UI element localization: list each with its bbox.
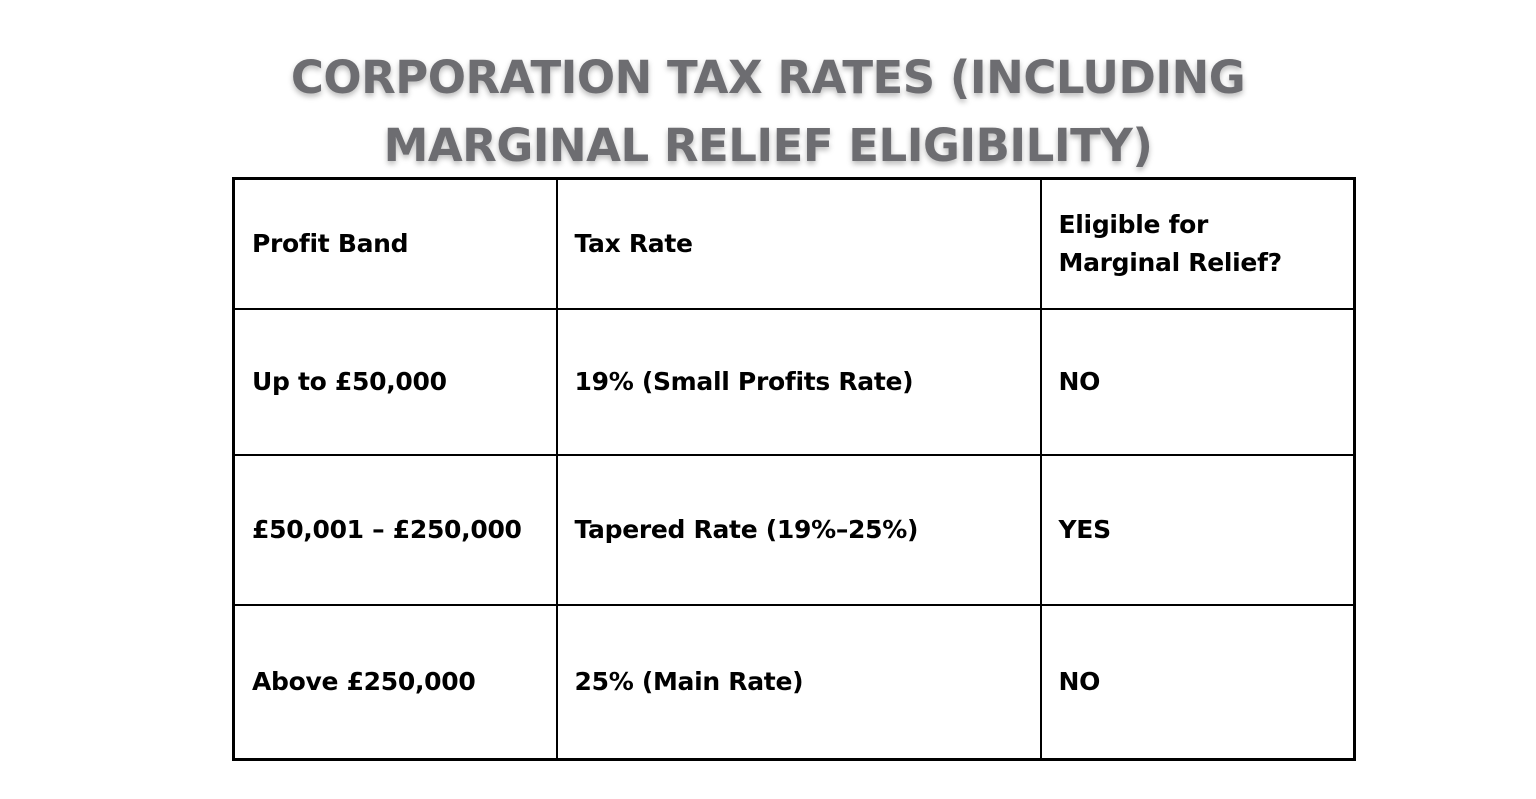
cell-profit-band: Above £250,000: [232, 604, 558, 761]
cell-profit-band: Up to £50,000: [232, 308, 558, 456]
title-line-2: MARGINAL RELIEF ELIGIBILITY): [383, 119, 1153, 173]
table-row: £50,001 – £250,000 Tapered Rate (19%–25%…: [232, 454, 1356, 606]
cell-tax-rate: Tapered Rate (19%–25%): [555, 454, 1042, 606]
page-title: CORPORATION TAX RATES (INCLUDING MARGINA…: [0, 44, 1536, 180]
cell-marginal-relief: NO: [1039, 604, 1356, 761]
corporation-tax-table: Profit Band Tax Rate Eligible for Margin…: [232, 177, 1356, 761]
header-marginal-relief: Eligible for Marginal Relief?: [1039, 177, 1356, 310]
cell-profit-band: £50,001 – £250,000: [232, 454, 558, 606]
cell-marginal-relief: YES: [1039, 454, 1356, 606]
title-line-1: CORPORATION TAX RATES (INCLUDING: [290, 51, 1246, 105]
table-row: Up to £50,000 19% (Small Profits Rate) N…: [232, 308, 1356, 456]
header-tax-rate: Tax Rate: [555, 177, 1042, 310]
cell-tax-rate: 19% (Small Profits Rate): [555, 308, 1042, 456]
cell-marginal-relief: NO: [1039, 308, 1356, 456]
cell-tax-rate: 25% (Main Rate): [555, 604, 1042, 761]
header-profit-band: Profit Band: [232, 177, 558, 310]
table-header-row: Profit Band Tax Rate Eligible for Margin…: [232, 177, 1356, 310]
header-marginal-relief-label: Eligible for Marginal Relief?: [1058, 210, 1283, 277]
table-row: Above £250,000 25% (Main Rate) NO: [232, 604, 1356, 761]
